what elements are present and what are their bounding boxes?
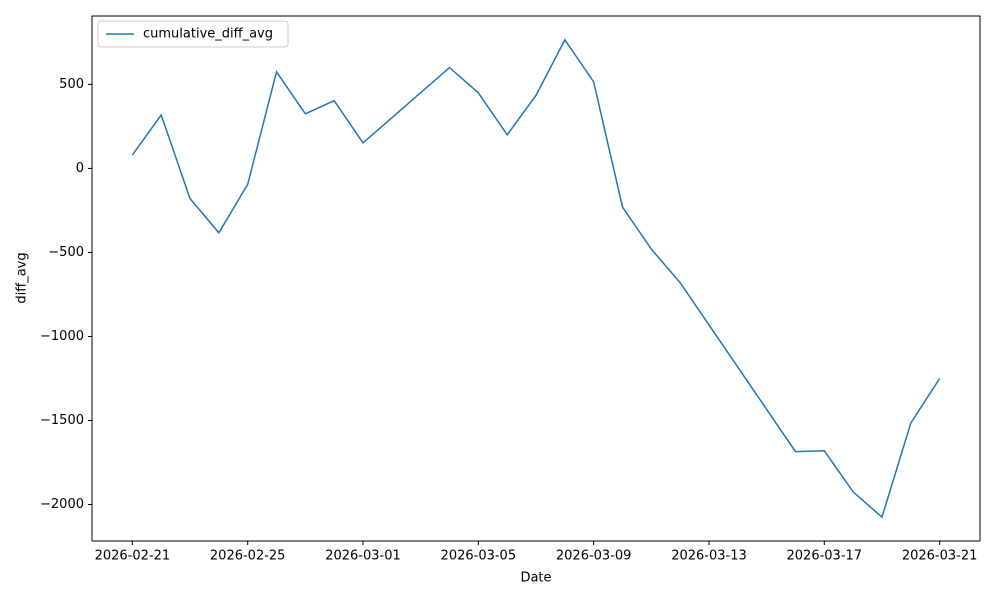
y-tick-label: −1500 xyxy=(40,413,84,428)
data-line xyxy=(131,38,941,519)
x-axis-label: Date xyxy=(520,571,551,586)
x-tick-label: 2026-03-01 xyxy=(325,549,401,564)
x-tick-label: 2026-03-21 xyxy=(902,549,978,564)
x-tick-label: 2026-03-13 xyxy=(671,549,747,564)
legend-label: cumulative_diff_avg xyxy=(143,27,273,42)
y-tick-label: −2000 xyxy=(40,497,84,512)
y-axis-label: diff_avg xyxy=(15,252,30,303)
x-tick-label: 2026-03-05 xyxy=(441,549,517,564)
y-tick-label: 0 xyxy=(76,161,84,176)
x-tick-label: 2026-02-25 xyxy=(210,549,286,564)
legend-box xyxy=(97,20,289,48)
x-tick-label: 2026-03-09 xyxy=(556,549,632,564)
x-tick-label: 2026-02-21 xyxy=(95,549,171,564)
y-tick-label: −1000 xyxy=(40,329,84,344)
y-tick-label: −500 xyxy=(48,245,84,260)
plot-frame xyxy=(91,15,981,542)
x-tick-label: 2026-03-17 xyxy=(787,549,863,564)
y-tick-label: 500 xyxy=(59,77,84,92)
